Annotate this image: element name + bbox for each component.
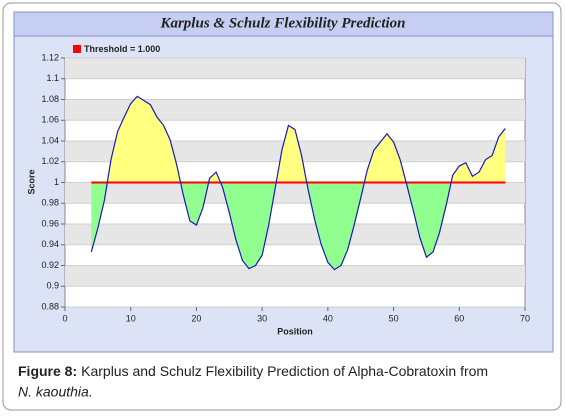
- grid-band: [65, 182, 525, 204]
- caption: Figure 8: Karplus and Schulz Flexibility …: [18, 363, 488, 379]
- y-tick-label: 0.88: [41, 301, 59, 311]
- legend-label: Threshold = 1.000: [84, 44, 160, 54]
- y-tick-label: 1.04: [41, 135, 59, 145]
- area-above: [91, 96, 506, 183]
- y-tick-label: 1.1: [46, 73, 59, 83]
- y-tick-label: 0.92: [41, 260, 59, 270]
- x-tick-label: 20: [191, 313, 201, 323]
- grid-band: [65, 265, 525, 287]
- chart-title: Karplus & Schulz Flexibility Prediction: [159, 15, 405, 31]
- y-tick-label: 1.06: [41, 115, 59, 125]
- x-tick-label: 60: [454, 313, 464, 323]
- caption-label: Figure 8:: [18, 363, 77, 379]
- legend-swatch: [73, 45, 81, 53]
- y-tick-label: 0.96: [41, 218, 59, 228]
- y-axis-label: Score: [26, 169, 36, 194]
- area-below: [91, 182, 506, 270]
- x-tick-label: 30: [257, 313, 267, 323]
- x-tick-label: 10: [126, 313, 136, 323]
- title-bar: [13, 11, 554, 37]
- y-tick-label: 1.12: [41, 52, 59, 62]
- grid-band: [65, 58, 525, 79]
- y-tick-label: 0.9: [46, 281, 59, 291]
- caption-species: N. kaouthia.: [18, 384, 93, 400]
- y-tick-label: 0.94: [41, 239, 59, 249]
- grid-band: [65, 99, 525, 121]
- y-tick-label: 1.02: [41, 156, 59, 166]
- y-tick-label: 1.08: [41, 94, 59, 104]
- y-tick-label: 1: [54, 177, 59, 187]
- x-tick-label: 50: [389, 313, 399, 323]
- x-axis-label: Position: [277, 326, 313, 336]
- x-tick-label: 40: [323, 313, 333, 323]
- plot: 0.88 0.9 0.92 0.94 0.96 0.98 1 1.02 1.04 1.06 1.08…: [41, 52, 530, 323]
- x-tick-label: 70: [520, 313, 530, 323]
- score-line: [90, 95, 506, 271]
- caption-text: Karplus and Schulz Flexibility Predictio…: [81, 363, 488, 379]
- grid-band: [65, 224, 525, 245]
- y-tick-label: 0.98: [41, 198, 59, 208]
- x-tick-label: 0: [62, 313, 67, 323]
